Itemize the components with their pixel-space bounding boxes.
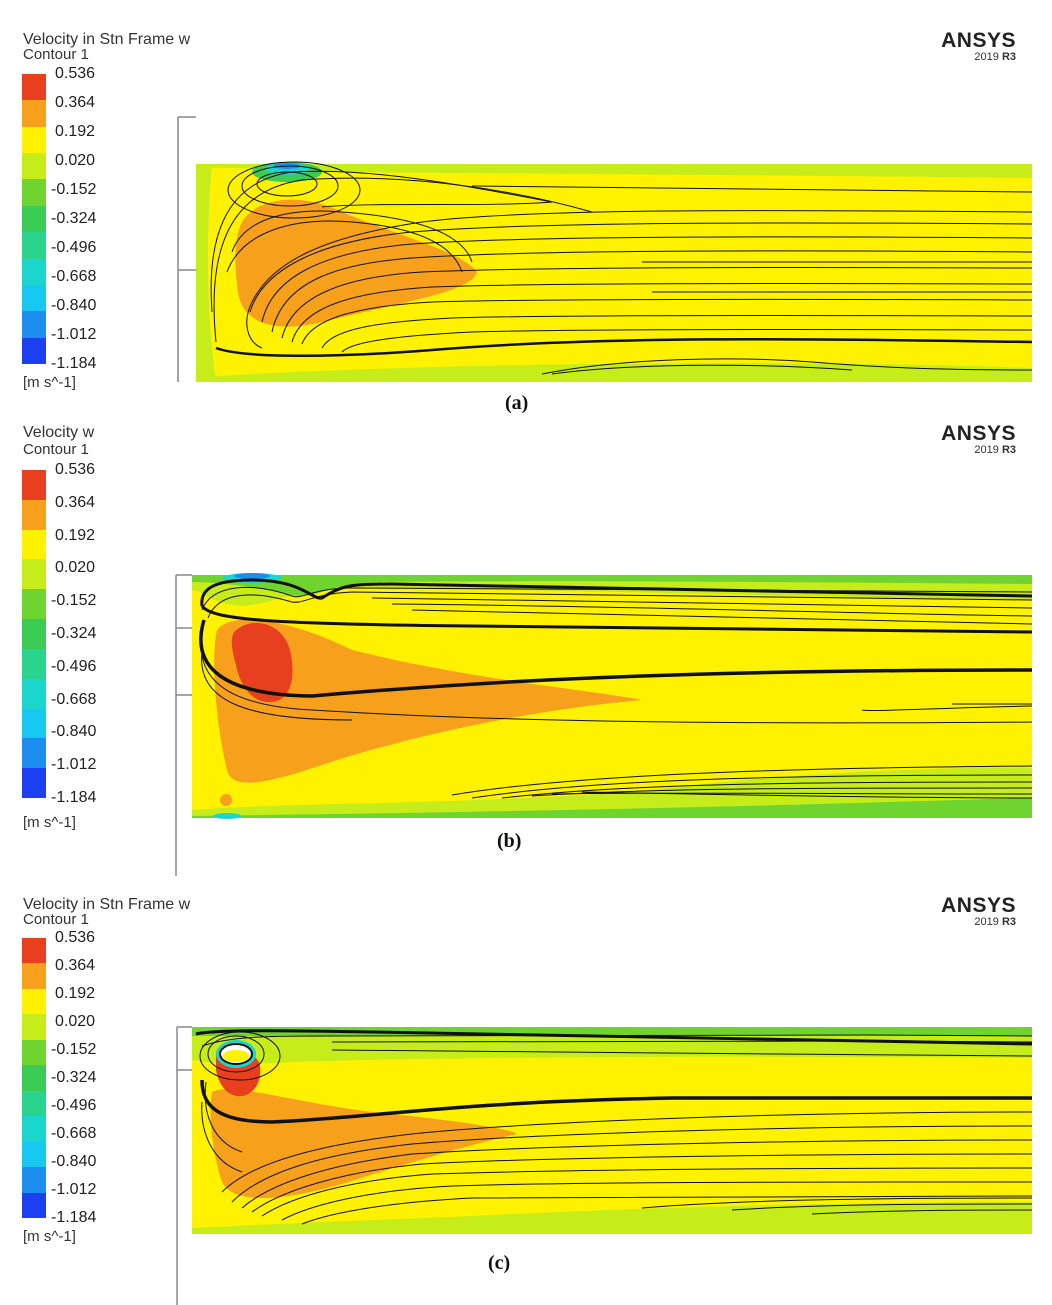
- legend-subtitle: Contour 1: [23, 46, 89, 63]
- color-scale-segment: [22, 1039, 46, 1066]
- legend-title: Velocity in Stn Frame w: [23, 896, 191, 913]
- velocity-contour-plot: [177, 116, 1032, 382]
- color-scale-segment: [22, 938, 46, 964]
- color-scale-bar: [22, 470, 46, 798]
- units-label: [m s^-1]: [23, 814, 76, 831]
- legend-title: Velocity in Stn Frame w: [23, 31, 191, 48]
- color-scale-segment: [22, 311, 46, 338]
- color-scale-segment: [22, 1065, 46, 1091]
- color-scale-tick-label: -0.496: [51, 657, 97, 675]
- color-scale-tick-label: -0.668: [51, 1125, 97, 1142]
- color-scale-segment: [22, 963, 46, 989]
- color-scale-bar: [22, 74, 46, 364]
- color-scale-tick-label: -0.668: [51, 690, 97, 708]
- color-scale-tick-label: 0.020: [55, 559, 96, 577]
- color-scale-segment: [22, 284, 46, 312]
- legend-title: Velocity w: [23, 424, 95, 441]
- color-scale-tick-label: -1.012: [51, 1181, 97, 1198]
- color-scale-segment: [22, 988, 46, 1015]
- panel-caption: (a): [505, 392, 529, 414]
- color-scale-segment: [22, 205, 46, 233]
- color-scale-tick-label: -0.496: [51, 239, 97, 256]
- color-scale-tick-label: -0.840: [51, 1153, 97, 1170]
- panel-a: Velocity in Stn Frame w Contour 1 [m s^-…: [0, 0, 1052, 420]
- color-scale-segment: [22, 1014, 46, 1040]
- color-scale-tick-label: -0.152: [51, 181, 97, 198]
- units-label: [m s^-1]: [23, 374, 76, 391]
- color-scale-tick-label: 0.536: [55, 461, 96, 478]
- color-scale-segment: [22, 470, 46, 500]
- color-scale-segment: [22, 708, 46, 739]
- color-scale-tick-label: -0.840: [51, 297, 97, 314]
- color-scale-segment: [22, 619, 46, 649]
- color-scale-segment: [22, 1192, 46, 1218]
- color-scale-tick-label: -1.184: [51, 789, 97, 806]
- color-scale-tick-label: -0.324: [51, 210, 97, 227]
- color-scale-segment: [22, 100, 46, 127]
- color-scale-segment: [22, 738, 46, 769]
- color-scale-segment: [22, 258, 46, 285]
- color-scale-bar: [22, 938, 46, 1218]
- panel-caption: (c): [488, 1252, 511, 1274]
- color-scale-segment: [22, 678, 46, 709]
- color-scale-segment: [22, 1116, 46, 1142]
- color-scale-segment: [22, 126, 46, 154]
- color-scale-segment: [22, 499, 46, 530]
- velocity-contour-plot: [175, 573, 1032, 876]
- panel-caption: (b): [497, 830, 522, 852]
- color-scale-tick-label: -1.184: [51, 1209, 97, 1226]
- color-scale-tick-label: 0.364: [55, 94, 96, 111]
- legend-subtitle: Contour 1: [23, 441, 89, 458]
- color-scale-tick-label: 0.364: [55, 493, 96, 511]
- color-scale-segment: [22, 1141, 46, 1168]
- color-scale-segment: [22, 768, 46, 798]
- color-scale-tick-label: 0.536: [55, 929, 96, 946]
- color-scale-tick-label: -0.152: [51, 592, 97, 610]
- color-scale-tick-label: 0.364: [55, 957, 96, 974]
- panel-b: Velocity w Contour 1 [m s^-1] ANSYS 2019…: [22, 422, 1032, 876]
- units-label: [m s^-1]: [23, 1228, 76, 1245]
- color-scale-tick-label: -0.496: [51, 1097, 97, 1114]
- color-scale-tick-label: -0.668: [51, 268, 97, 285]
- color-scale-tick-label: 0.020: [55, 152, 96, 169]
- color-scale-segment: [22, 179, 46, 206]
- color-scale-segment: [22, 74, 46, 101]
- color-scale-tick-label: -0.324: [51, 1069, 97, 1086]
- color-scale-segment: [22, 648, 46, 679]
- color-scale-segment: [22, 232, 46, 259]
- color-scale-tick-label: 0.536: [55, 65, 96, 82]
- color-scale-tick-label: 0.192: [55, 526, 96, 544]
- ansys-logo: ANSYS 2019 R3: [941, 894, 1016, 928]
- color-scale-tick-label: -0.152: [51, 1041, 97, 1058]
- color-scale-segment: [22, 337, 46, 364]
- velocity-contour-plot: [176, 1026, 1032, 1305]
- color-scale-segment: [22, 153, 46, 180]
- color-scale-tick-label: -0.840: [51, 723, 97, 741]
- color-scale-tick-label: 0.020: [55, 1013, 96, 1030]
- color-scale-tick-label: -1.184: [51, 355, 97, 372]
- color-scale-tick-label: 0.192: [55, 123, 96, 140]
- legend-subtitle: Contour 1: [23, 911, 89, 928]
- color-scale-segment: [22, 529, 46, 560]
- color-scale-segment: [22, 559, 46, 590]
- color-scale-tick-label: 0.192: [55, 985, 96, 1002]
- ansys-logo: ANSYS 2019 R3: [941, 422, 1016, 456]
- ansys-logo: ANSYS 2019 R3: [941, 29, 1016, 63]
- color-scale-segment: [22, 1090, 46, 1117]
- color-scale-tick-label: -0.324: [51, 625, 97, 642]
- color-scale-tick-label: -1.012: [51, 756, 97, 774]
- color-scale-segment: [22, 1167, 46, 1193]
- color-scale-segment: [22, 589, 46, 620]
- color-scale-tick-label: -1.012: [51, 326, 97, 343]
